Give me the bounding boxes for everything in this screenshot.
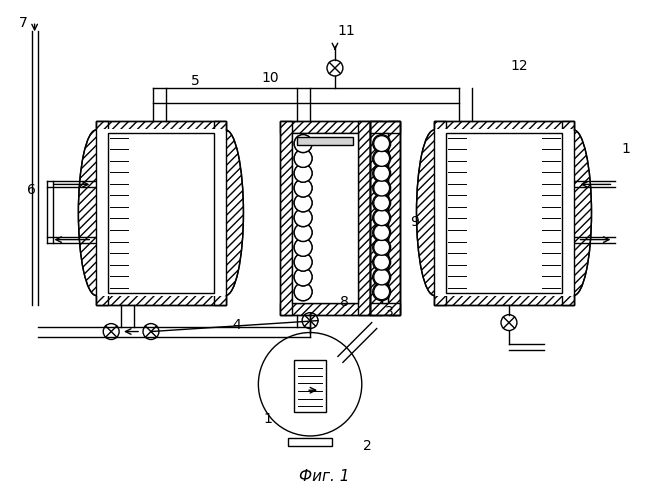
Bar	[292, 132, 358, 302]
Circle shape	[294, 268, 312, 286]
Circle shape	[374, 180, 389, 196]
Text: 12: 12	[510, 59, 527, 73]
Bar	[294, 360, 326, 412]
Bar	[280, 120, 292, 314]
Text: 11: 11	[337, 24, 354, 38]
Circle shape	[294, 179, 312, 197]
Bar	[108, 132, 214, 293]
Bar	[370, 302, 400, 314]
Bar	[370, 120, 382, 314]
Circle shape	[373, 134, 391, 152]
Text: 7: 7	[19, 16, 28, 30]
Bar	[280, 302, 370, 314]
Circle shape	[294, 194, 312, 212]
Circle shape	[294, 253, 312, 271]
Bar	[504, 129, 573, 296]
Circle shape	[373, 179, 391, 197]
Circle shape	[294, 164, 312, 182]
Circle shape	[294, 238, 312, 256]
Circle shape	[373, 164, 391, 182]
Text: 8: 8	[340, 294, 349, 308]
Ellipse shape	[417, 130, 452, 296]
Bar	[97, 120, 226, 132]
Bar	[370, 120, 400, 132]
Bar	[97, 120, 226, 304]
Bar	[280, 120, 370, 132]
Circle shape	[373, 208, 391, 226]
Circle shape	[374, 195, 389, 211]
Text: 9: 9	[410, 215, 419, 229]
Circle shape	[373, 238, 391, 256]
Circle shape	[374, 150, 389, 166]
Circle shape	[294, 134, 312, 152]
Bar	[434, 120, 446, 304]
Text: 1: 1	[622, 142, 631, 156]
Circle shape	[373, 268, 391, 286]
Circle shape	[374, 284, 389, 300]
Circle shape	[374, 254, 389, 270]
Text: 6: 6	[27, 184, 36, 198]
Bar	[370, 120, 400, 314]
Bar	[446, 132, 562, 293]
Circle shape	[373, 253, 391, 271]
Circle shape	[294, 283, 312, 300]
Ellipse shape	[556, 130, 592, 296]
Bar	[97, 120, 108, 304]
Text: 1: 1	[264, 412, 273, 426]
Text: Фиг. 1: Фиг. 1	[299, 469, 349, 484]
Circle shape	[373, 194, 391, 212]
Circle shape	[374, 269, 389, 285]
Bar	[280, 120, 370, 314]
Bar	[388, 120, 400, 314]
Bar	[161, 129, 226, 296]
Bar	[358, 120, 370, 314]
Bar	[434, 120, 573, 132]
Bar	[214, 120, 226, 304]
Circle shape	[373, 224, 391, 242]
Circle shape	[374, 136, 389, 152]
Text: 5: 5	[191, 74, 200, 88]
Bar	[434, 129, 504, 296]
Circle shape	[374, 166, 389, 181]
Bar	[370, 120, 400, 314]
Circle shape	[294, 208, 312, 226]
Text: 4: 4	[232, 318, 241, 332]
Bar	[562, 120, 573, 304]
Circle shape	[294, 224, 312, 242]
Ellipse shape	[78, 130, 114, 296]
Circle shape	[294, 150, 312, 168]
Text: 10: 10	[262, 71, 279, 85]
Circle shape	[374, 224, 389, 240]
Circle shape	[373, 283, 391, 300]
Bar	[97, 129, 161, 296]
Ellipse shape	[207, 130, 244, 296]
Circle shape	[374, 210, 389, 226]
Bar	[97, 293, 226, 304]
Text: 2: 2	[364, 439, 372, 453]
Bar	[288, 438, 332, 446]
Circle shape	[374, 240, 389, 256]
Bar	[434, 293, 573, 304]
Circle shape	[373, 150, 391, 168]
Bar	[382, 132, 388, 302]
Text: 3: 3	[386, 304, 394, 318]
Bar	[434, 120, 573, 304]
Bar	[297, 136, 353, 144]
